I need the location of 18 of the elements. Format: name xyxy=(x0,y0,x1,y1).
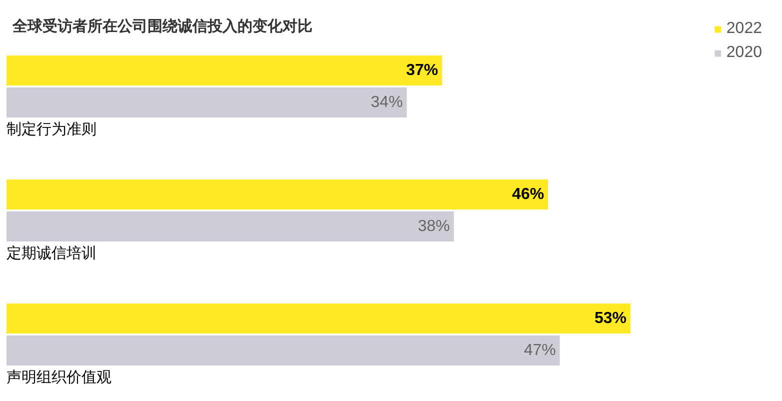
bar xyxy=(6,212,454,242)
y-tick-label: 制定行为准则 xyxy=(6,121,96,138)
data-label: 38% xyxy=(418,218,450,235)
data-label: 46% xyxy=(512,186,544,203)
legend-label: 2022 xyxy=(726,20,762,38)
chart-title: 全球受访者所在公司围绕诚信投入的变化对比 xyxy=(12,17,312,35)
bar xyxy=(6,88,407,118)
data-label: 34% xyxy=(370,94,403,111)
data-label: 53% xyxy=(594,310,627,327)
legend-label: 2020 xyxy=(726,44,762,62)
data-label: 47% xyxy=(524,342,556,359)
y-tick-label: 声明组织价值观 xyxy=(6,369,112,386)
bar xyxy=(6,304,630,334)
bar xyxy=(6,180,548,210)
data-label: 37% xyxy=(406,62,438,79)
bar xyxy=(6,336,560,366)
y-tick-label: 定期诚信培训 xyxy=(6,245,96,262)
bar xyxy=(6,56,442,86)
